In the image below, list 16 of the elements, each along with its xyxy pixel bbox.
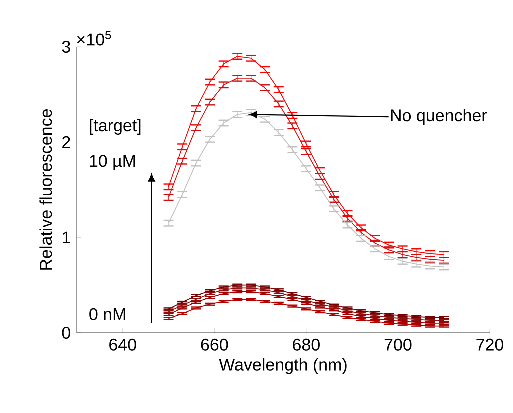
y-tick-label: 1 — [62, 232, 70, 244]
text: ×10$^{5}$ — [77, 31, 112, 46]
y-tick-label: 0 — [62, 326, 70, 340]
annotation: 10 µM — [90, 155, 136, 171]
x-tick-label: 720 — [476, 338, 504, 351]
x-tick-label: 700 — [384, 338, 412, 351]
x-axis-title: Wavelength (nm) — [219, 358, 347, 374]
y-axis-title: Relative fluorescence — [40, 110, 52, 270]
annotation: [target] — [90, 119, 141, 135]
y-tick-label: 2 — [62, 136, 70, 148]
x-tick-label: 640 — [110, 338, 136, 351]
y-tick-label: 3 — [62, 40, 70, 54]
x-tick-label: 680 — [293, 338, 320, 351]
x-tick-label: 660 — [201, 338, 228, 351]
annotation: No quencher — [391, 109, 488, 125]
annotation: 0 nM — [90, 308, 126, 320]
